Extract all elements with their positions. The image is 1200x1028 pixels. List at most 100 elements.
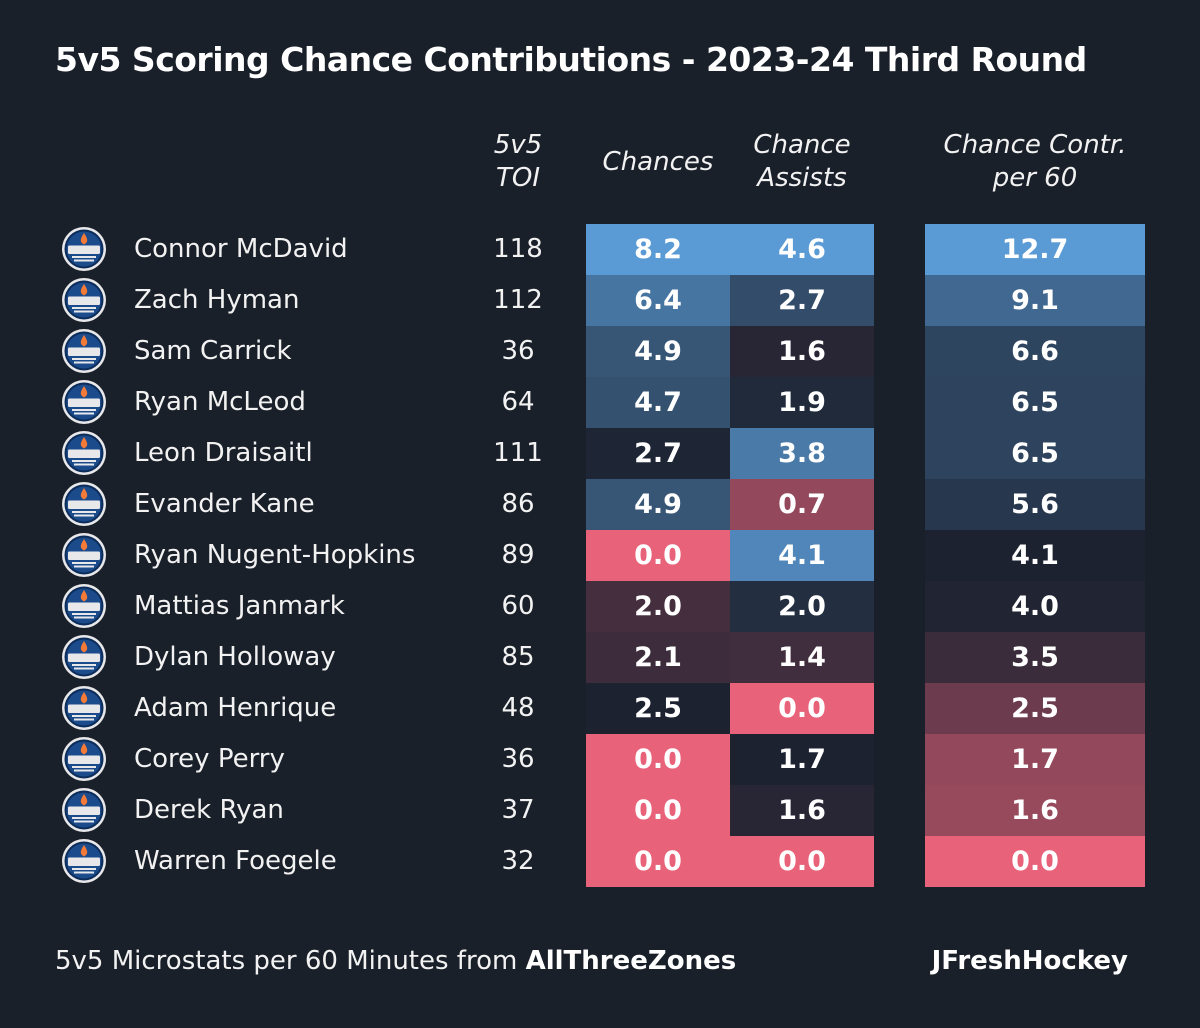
header-assists-line1: Chance <box>753 130 851 160</box>
credit: JFreshHockey <box>932 946 1128 976</box>
chances-cell: 2.7 <box>586 428 730 479</box>
chances-cell: 2.5 <box>586 683 730 734</box>
header-contr-per-60: Chance Contr. per 60 <box>905 122 1165 202</box>
oilers-logo-icon <box>61 328 107 374</box>
toi-value: 89 <box>501 540 535 570</box>
assists-cell: 4.6 <box>730 224 874 275</box>
header-assists-line2: Assists <box>757 163 847 193</box>
player-name: Sam Carrick <box>134 336 292 366</box>
chances-cell: 0.0 <box>586 836 730 887</box>
contr-cell: 12.7 <box>925 224 1145 275</box>
player-name: Mattias Janmark <box>134 591 345 621</box>
header-contr-line2: per 60 <box>992 163 1078 193</box>
assists-cell: 2.7 <box>730 275 874 326</box>
player-name: Adam Henrique <box>134 693 337 723</box>
player-name: Ryan McLeod <box>134 387 306 417</box>
chances-cell: 2.0 <box>586 581 730 632</box>
table-row: Derek Ryan 37 0.0 1.6 1.6 <box>0 785 1200 836</box>
contr-cell: 4.1 <box>925 530 1145 581</box>
toi-value: 60 <box>501 591 535 621</box>
assists-cell: 1.6 <box>730 785 874 836</box>
oilers-logo-icon <box>61 634 107 680</box>
chances-cell: 0.0 <box>586 530 730 581</box>
contr-cell: 1.6 <box>925 785 1145 836</box>
oilers-logo-icon <box>61 481 107 527</box>
table-row: Ryan McLeod 64 4.7 1.9 6.5 <box>0 377 1200 428</box>
table-row: Warren Foegele 32 0.0 0.0 0.0 <box>0 836 1200 887</box>
table-row: Mattias Janmark 60 2.0 2.0 4.0 <box>0 581 1200 632</box>
assists-cell: 1.9 <box>730 377 874 428</box>
toi-value: 32 <box>501 846 535 876</box>
oilers-logo-icon <box>61 379 107 425</box>
toi-value: 85 <box>501 642 535 672</box>
contr-cell: 3.5 <box>925 632 1145 683</box>
player-name: Evander Kane <box>134 489 315 519</box>
player-name: Warren Foegele <box>134 846 337 876</box>
contr-cell: 2.5 <box>925 683 1145 734</box>
chances-cell: 8.2 <box>586 224 730 275</box>
contr-cell: 9.1 <box>925 275 1145 326</box>
oilers-logo-icon <box>61 277 107 323</box>
toi-value: 112 <box>493 285 543 315</box>
contr-cell: 6.5 <box>925 377 1145 428</box>
contr-cell: 5.6 <box>925 479 1145 530</box>
source-prefix: 5v5 Microstats per 60 Minutes from <box>55 946 518 976</box>
chances-cell: 0.0 <box>586 785 730 836</box>
contr-cell: 1.7 <box>925 734 1145 785</box>
toi-value: 111 <box>493 438 543 468</box>
oilers-logo-icon <box>61 226 107 272</box>
table-row: Sam Carrick 36 4.9 1.6 6.6 <box>0 326 1200 377</box>
player-name: Ryan Nugent-Hopkins <box>134 540 416 570</box>
player-name: Zach Hyman <box>134 285 300 315</box>
assists-cell: 1.6 <box>730 326 874 377</box>
credit-name: JFreshHockey <box>931 946 1128 976</box>
player-name: Corey Perry <box>134 744 285 774</box>
assists-cell: 3.8 <box>730 428 874 479</box>
chances-cell: 0.0 <box>586 734 730 785</box>
table-row: Connor McDavid 118 8.2 4.6 12.7 <box>0 224 1200 275</box>
assists-cell: 1.7 <box>730 734 874 785</box>
oilers-logo-icon <box>61 736 107 782</box>
assists-cell: 0.0 <box>730 836 874 887</box>
assists-cell: 0.0 <box>730 683 874 734</box>
toi-value: 118 <box>493 234 543 264</box>
player-name: Connor McDavid <box>134 234 348 264</box>
toi-value: 36 <box>501 744 535 774</box>
header-toi: 5v5 TOI <box>468 122 568 202</box>
chances-cell: 4.9 <box>586 326 730 377</box>
table-row: Evander Kane 86 4.9 0.7 5.6 <box>0 479 1200 530</box>
oilers-logo-icon <box>61 532 107 578</box>
header-chance-assists: Chance Assists <box>716 122 888 202</box>
player-name: Leon Draisaitl <box>134 438 313 468</box>
contr-cell: 6.5 <box>925 428 1145 479</box>
player-name: Dylan Holloway <box>134 642 336 672</box>
player-name: Derek Ryan <box>134 795 284 825</box>
header-toi-label: 5v5 TOI <box>493 130 543 193</box>
assists-cell: 2.0 <box>730 581 874 632</box>
source-note: 5v5 Microstats per 60 Minutes from AllTh… <box>55 946 736 976</box>
oilers-logo-icon <box>61 685 107 731</box>
table-row: Leon Draisaitl 111 2.7 3.8 6.5 <box>0 428 1200 479</box>
contr-cell: 6.6 <box>925 326 1145 377</box>
oilers-logo-icon <box>61 787 107 833</box>
toi-value: 86 <box>501 489 535 519</box>
oilers-logo-icon <box>61 583 107 629</box>
oilers-logo-icon <box>61 430 107 476</box>
oilers-logo-icon <box>61 838 107 884</box>
source-name: AllThreeZones <box>525 946 737 976</box>
header-chances: Chances <box>586 122 730 202</box>
contr-cell: 0.0 <box>925 836 1145 887</box>
table-row: Dylan Holloway 85 2.1 1.4 3.5 <box>0 632 1200 683</box>
table-row: Corey Perry 36 0.0 1.7 1.7 <box>0 734 1200 785</box>
assists-cell: 0.7 <box>730 479 874 530</box>
contr-cell: 4.0 <box>925 581 1145 632</box>
toi-value: 48 <box>501 693 535 723</box>
header-contr-line1: Chance Contr. <box>943 130 1127 160</box>
toi-value: 37 <box>501 795 535 825</box>
header-chances-label: Chances <box>602 146 714 177</box>
toi-value: 36 <box>501 336 535 366</box>
chances-cell: 2.1 <box>586 632 730 683</box>
chances-cell: 4.9 <box>586 479 730 530</box>
table-row: Adam Henrique 48 2.5 0.0 2.5 <box>0 683 1200 734</box>
assists-cell: 1.4 <box>730 632 874 683</box>
